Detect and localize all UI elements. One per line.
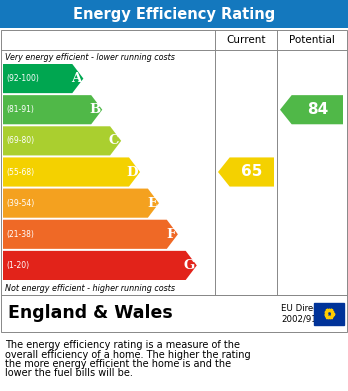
Text: Very energy efficient - lower running costs: Very energy efficient - lower running co… bbox=[5, 52, 175, 61]
Text: (55-68): (55-68) bbox=[6, 167, 34, 176]
Polygon shape bbox=[3, 158, 140, 187]
Text: overall efficiency of a home. The higher the rating: overall efficiency of a home. The higher… bbox=[5, 350, 251, 359]
Text: (92-100): (92-100) bbox=[6, 74, 39, 83]
Text: the more energy efficient the home is and the: the more energy efficient the home is an… bbox=[5, 359, 231, 369]
Text: B: B bbox=[89, 103, 100, 116]
Text: Current: Current bbox=[226, 35, 266, 45]
Text: F: F bbox=[166, 228, 176, 241]
Bar bbox=[1, 295, 347, 332]
Bar bbox=[1, 30, 347, 295]
Text: C: C bbox=[109, 135, 119, 147]
Polygon shape bbox=[3, 126, 121, 156]
Bar bbox=[314, 303, 344, 325]
Text: Not energy efficient - higher running costs: Not energy efficient - higher running co… bbox=[5, 284, 175, 293]
Polygon shape bbox=[3, 220, 178, 249]
Text: (39-54): (39-54) bbox=[6, 199, 34, 208]
Text: EU Directive: EU Directive bbox=[281, 304, 334, 313]
Text: E: E bbox=[147, 197, 157, 210]
Text: G: G bbox=[183, 259, 195, 272]
Text: 2002/91/EC: 2002/91/EC bbox=[281, 314, 331, 323]
Polygon shape bbox=[3, 95, 102, 124]
Text: England & Wales: England & Wales bbox=[8, 305, 173, 323]
Text: lower the fuel bills will be.: lower the fuel bills will be. bbox=[5, 368, 133, 378]
Text: The energy efficiency rating is a measure of the: The energy efficiency rating is a measur… bbox=[5, 340, 240, 350]
Text: (69-80): (69-80) bbox=[6, 136, 34, 145]
Polygon shape bbox=[280, 95, 343, 124]
Text: (1-20): (1-20) bbox=[6, 261, 29, 270]
Text: (21-38): (21-38) bbox=[6, 230, 34, 239]
Polygon shape bbox=[3, 188, 159, 218]
Polygon shape bbox=[218, 158, 274, 187]
Bar bbox=[0, 0, 348, 28]
Text: Energy Efficiency Rating: Energy Efficiency Rating bbox=[73, 7, 275, 22]
Text: Potential: Potential bbox=[288, 35, 334, 45]
Polygon shape bbox=[3, 251, 197, 280]
Text: 65: 65 bbox=[241, 165, 262, 179]
Text: A: A bbox=[71, 72, 81, 85]
Polygon shape bbox=[3, 64, 84, 93]
Text: (81-91): (81-91) bbox=[6, 105, 34, 114]
Text: D: D bbox=[127, 165, 138, 179]
Text: 84: 84 bbox=[307, 102, 328, 117]
